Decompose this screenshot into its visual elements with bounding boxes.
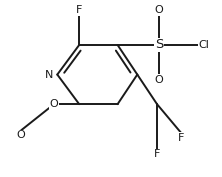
Text: O: O — [155, 75, 164, 85]
Text: F: F — [76, 5, 82, 15]
Text: O: O — [17, 130, 26, 140]
Text: O: O — [155, 5, 164, 15]
Text: F: F — [154, 150, 160, 159]
Text: N: N — [45, 70, 53, 80]
Text: Cl: Cl — [199, 40, 210, 50]
Text: S: S — [155, 38, 163, 52]
Text: O: O — [50, 99, 58, 109]
Text: F: F — [178, 133, 184, 143]
